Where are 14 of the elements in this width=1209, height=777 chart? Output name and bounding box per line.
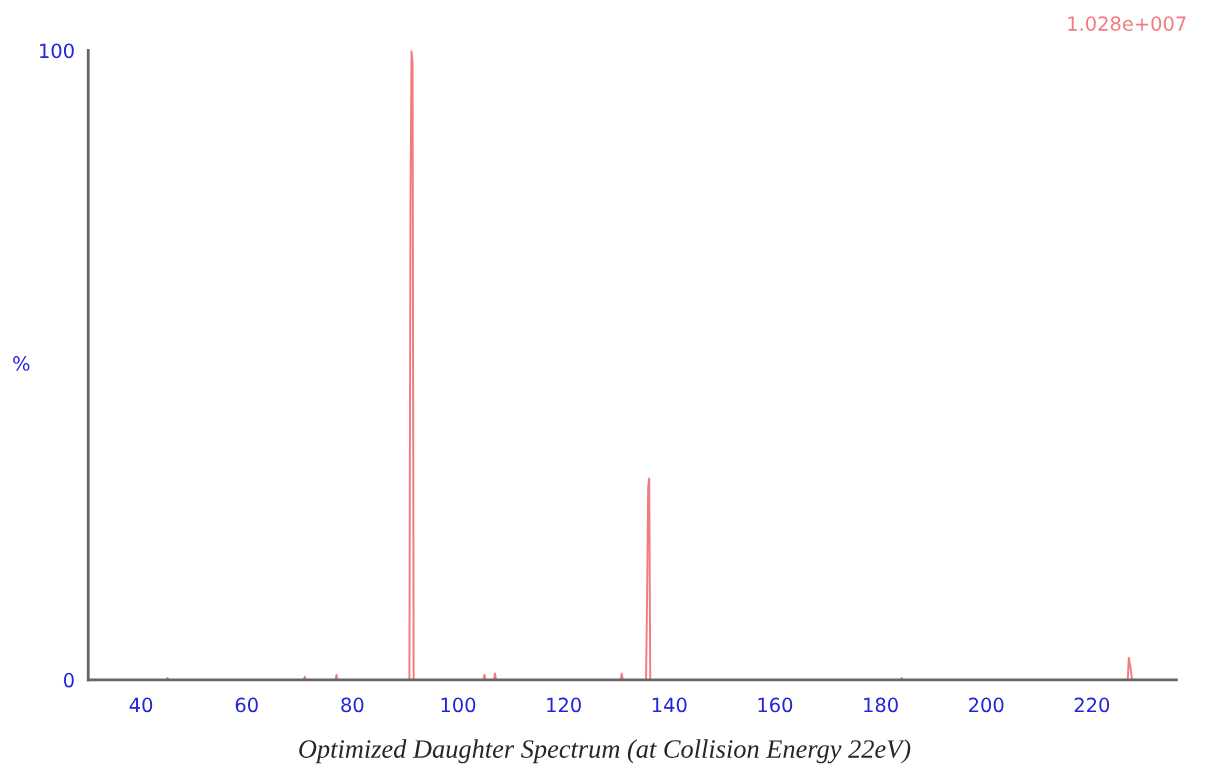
text: Optimized Daughter Spectrum (at Collision Energy 22eV) [299,739,911,764]
x-tick-label: 80 [341,697,364,713]
x-tick-label: 120 [547,697,581,713]
x-tick-label: 220 [1074,697,1110,713]
x-tick-label: 180 [864,697,898,713]
y-tick-label: 0 [63,672,74,688]
y-axis-title: % [13,356,30,371]
x-tick-label: 160 [758,697,793,713]
x-tick-label: 200 [969,697,1004,713]
x-tick-label: 60 [235,697,258,713]
x-tick-label: 100 [441,697,476,713]
x-tick-label: 140 [652,697,687,713]
text: 1.028e+007 [1068,16,1186,31]
x-tick-label: 40 [129,697,153,713]
